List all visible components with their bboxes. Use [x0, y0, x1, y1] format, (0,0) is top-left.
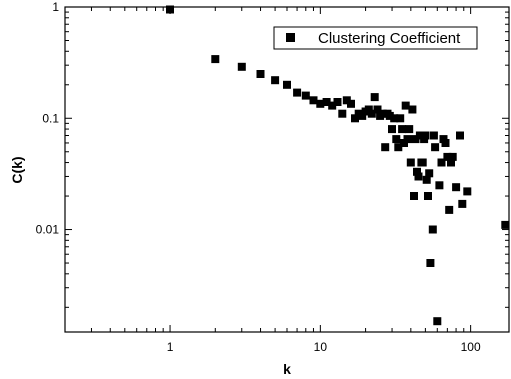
- legend-box: [273, 26, 478, 50]
- data-point: [418, 158, 427, 167]
- data-point: [410, 192, 418, 200]
- x-axis-ticks: 1 10 100: [64, 7, 481, 354]
- data-point: [392, 135, 401, 144]
- legend: Clustering Coefficient: [273, 26, 478, 50]
- data-point: [401, 101, 410, 110]
- y-tick-label: 0.01: [36, 223, 60, 237]
- data-point: [501, 220, 510, 229]
- data-point: [428, 225, 437, 234]
- data-point: [364, 105, 373, 114]
- data-point: [463, 187, 472, 196]
- data-points: [166, 5, 510, 326]
- data-point: [415, 131, 424, 140]
- data-point: [256, 70, 265, 78]
- data-point: [429, 131, 438, 140]
- data-point: [411, 135, 420, 144]
- data-point: [437, 158, 446, 167]
- data-point: [425, 169, 434, 178]
- data-point: [394, 143, 403, 152]
- data-point: [373, 105, 382, 114]
- data-point: [237, 62, 246, 71]
- y-axis-ticks: 0.01 0.1 1: [36, 0, 509, 308]
- data-point: [448, 152, 457, 161]
- data-point: [351, 114, 359, 123]
- data-point: [301, 91, 310, 100]
- data-point: [414, 172, 423, 181]
- data-point: [338, 109, 347, 118]
- legend-marker: [286, 33, 295, 42]
- data-point: [390, 114, 399, 123]
- data-point: [456, 131, 464, 140]
- data-point: [413, 167, 421, 176]
- data-point: [403, 135, 412, 144]
- data-point: [452, 183, 461, 192]
- data-point: [433, 317, 442, 326]
- data-point: [426, 259, 435, 267]
- data-point: [271, 76, 280, 85]
- data-point: [342, 96, 351, 105]
- data-point: [408, 105, 417, 114]
- data-point: [347, 99, 355, 108]
- data-point: [322, 98, 331, 106]
- data-point: [445, 205, 454, 214]
- y-tick-label: 0.1: [42, 111, 59, 125]
- data-point: [405, 125, 414, 134]
- data-point: [166, 5, 174, 14]
- data-point: [328, 101, 337, 110]
- data-point: [283, 80, 291, 89]
- data-point: [385, 111, 394, 120]
- data-point: [443, 152, 452, 161]
- data-point: [211, 55, 220, 64]
- data-point: [422, 175, 431, 184]
- x-tick-label: 100: [461, 340, 481, 354]
- data-point: [293, 88, 302, 97]
- y-axis-label: C(k): [9, 156, 25, 183]
- data-point: [398, 125, 407, 134]
- data-point: [358, 111, 367, 120]
- data-point: [406, 158, 415, 167]
- data-point: [381, 143, 390, 152]
- data-point: [309, 96, 318, 105]
- data-point: [441, 139, 450, 147]
- data-point: [421, 131, 430, 140]
- x-axis-label: k: [283, 361, 291, 377]
- data-point: [435, 181, 444, 190]
- plot-frame: [64, 6, 510, 333]
- data-point: [424, 192, 432, 200]
- data-point: [378, 109, 387, 118]
- data-point: [447, 158, 455, 167]
- legend-entry-label: Clustering Coefficient: [318, 30, 461, 47]
- data-point: [431, 143, 440, 152]
- data-point: [316, 99, 325, 108]
- x-tick-label: 10: [314, 340, 328, 354]
- data-point: [388, 125, 396, 134]
- data-point: [333, 98, 342, 106]
- data-point: [458, 199, 467, 208]
- data-point: [367, 109, 376, 118]
- data-point: [370, 93, 379, 102]
- data-point: [396, 114, 405, 123]
- x-tick-label: 1: [167, 340, 174, 354]
- y-tick-label: 1: [52, 0, 59, 14]
